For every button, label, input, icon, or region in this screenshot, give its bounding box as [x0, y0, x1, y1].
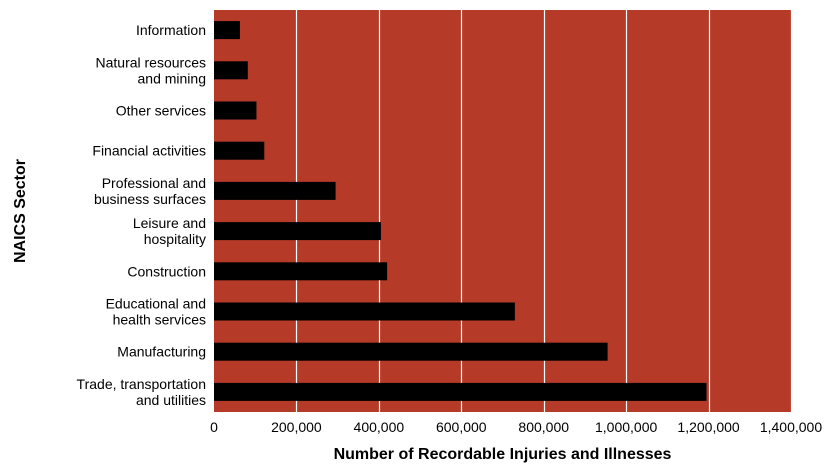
bars — [214, 21, 707, 401]
bar — [214, 141, 265, 160]
category-labels: Information Natural resources and mining Ot… — [77, 22, 206, 408]
x-tick-label: 1,000,000 — [595, 419, 657, 435]
bar — [214, 61, 248, 80]
x-tick-label: 600,000 — [436, 419, 487, 435]
bar — [214, 262, 388, 281]
grid-lines — [295, 10, 793, 412]
bar — [214, 101, 257, 120]
category-label: Professional and business surfaces — [94, 175, 206, 207]
x-tick-label: 0 — [210, 419, 218, 435]
x-tick-labels: 0 200,000 400,000 600,000 800,000 1,000,000 1,… — [210, 419, 822, 435]
category-label: Manufacturing — [117, 344, 206, 360]
y-axis-title: NAICS Sector — [12, 159, 29, 263]
x-tick-label: 800,000 — [518, 419, 569, 435]
bar — [214, 302, 515, 321]
category-label: Trade, transportation and utilities — [77, 376, 206, 408]
bar — [214, 21, 240, 40]
x-tick-label: 1,200,000 — [677, 419, 739, 435]
bar — [214, 222, 381, 241]
category-label: Other services — [116, 103, 206, 119]
bar — [214, 382, 707, 401]
category-label: Information — [136, 22, 206, 38]
category-label: Financial activities — [92, 143, 206, 159]
x-tick-label: 400,000 — [354, 419, 405, 435]
x-tick-label: 200,000 — [271, 419, 322, 435]
x-tick-label: 1,400,000 — [760, 419, 822, 435]
bar — [214, 342, 608, 361]
x-axis-title: Number of Recordable Injuries and Illnes… — [334, 446, 672, 463]
category-label: Educational and health services — [106, 296, 206, 328]
category-label: Construction — [127, 263, 206, 279]
category-label: Leisure and hospitality — [133, 215, 206, 247]
category-label: Natural resources and mining — [96, 54, 207, 86]
bar — [214, 181, 336, 200]
